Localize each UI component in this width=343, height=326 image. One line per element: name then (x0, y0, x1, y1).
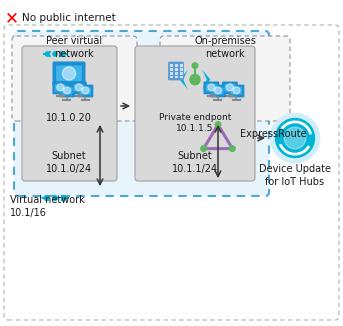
Text: No public internet: No public internet (22, 13, 116, 23)
Circle shape (61, 52, 65, 56)
Circle shape (44, 196, 49, 200)
FancyBboxPatch shape (59, 85, 75, 97)
FancyBboxPatch shape (12, 36, 137, 121)
Text: Virtual network
10.1/16: Virtual network 10.1/16 (10, 195, 85, 218)
FancyBboxPatch shape (22, 46, 117, 181)
FancyBboxPatch shape (224, 84, 235, 92)
Text: On-premises
network: On-premises network (194, 36, 256, 59)
FancyBboxPatch shape (169, 72, 173, 75)
Circle shape (201, 146, 206, 151)
FancyBboxPatch shape (52, 61, 85, 87)
Text: ✕: ✕ (5, 9, 19, 27)
Text: Subnet
10.1.0/24: Subnet 10.1.0/24 (46, 151, 92, 174)
Circle shape (192, 63, 198, 68)
FancyBboxPatch shape (210, 85, 226, 97)
Text: Peer virtual
network: Peer virtual network (46, 36, 102, 59)
FancyBboxPatch shape (175, 72, 178, 75)
FancyBboxPatch shape (61, 87, 72, 95)
Circle shape (270, 113, 320, 163)
Polygon shape (180, 70, 188, 89)
Circle shape (61, 196, 66, 200)
FancyBboxPatch shape (222, 82, 238, 94)
Text: Subnet
10.1.1/24: Subnet 10.1.1/24 (172, 151, 218, 174)
Circle shape (63, 87, 70, 94)
Circle shape (53, 52, 57, 56)
FancyBboxPatch shape (169, 76, 173, 79)
Circle shape (82, 87, 89, 94)
FancyBboxPatch shape (212, 87, 224, 95)
FancyBboxPatch shape (71, 82, 87, 94)
FancyBboxPatch shape (231, 87, 242, 95)
FancyBboxPatch shape (180, 72, 184, 75)
Polygon shape (202, 70, 210, 89)
FancyBboxPatch shape (180, 76, 184, 79)
Circle shape (226, 84, 233, 91)
FancyBboxPatch shape (80, 87, 91, 95)
Circle shape (284, 127, 306, 149)
Circle shape (275, 118, 315, 157)
FancyBboxPatch shape (180, 68, 184, 71)
FancyBboxPatch shape (78, 85, 93, 97)
Circle shape (53, 196, 57, 200)
Text: 10.1.0.20: 10.1.0.20 (46, 113, 92, 123)
FancyBboxPatch shape (135, 46, 255, 181)
FancyBboxPatch shape (160, 36, 290, 121)
Text: Private endpont
10.1.1.5: Private endpont 10.1.1.5 (159, 113, 231, 133)
FancyBboxPatch shape (169, 64, 173, 67)
Circle shape (214, 87, 222, 94)
FancyBboxPatch shape (206, 84, 217, 92)
Circle shape (57, 84, 64, 91)
Circle shape (215, 122, 221, 127)
FancyBboxPatch shape (175, 64, 178, 67)
Circle shape (229, 146, 235, 151)
FancyBboxPatch shape (175, 76, 178, 79)
Circle shape (45, 52, 49, 56)
Text: ExpressRoute: ExpressRoute (240, 129, 307, 139)
FancyBboxPatch shape (203, 82, 219, 94)
FancyBboxPatch shape (175, 68, 178, 71)
Circle shape (208, 84, 215, 91)
Circle shape (75, 84, 82, 91)
Circle shape (233, 87, 240, 94)
Text: Device Update
for IoT Hubs: Device Update for IoT Hubs (259, 164, 331, 187)
FancyBboxPatch shape (56, 66, 82, 81)
FancyBboxPatch shape (52, 82, 68, 94)
FancyBboxPatch shape (180, 64, 184, 67)
FancyBboxPatch shape (169, 68, 173, 71)
FancyBboxPatch shape (228, 85, 244, 97)
FancyBboxPatch shape (55, 84, 66, 92)
FancyBboxPatch shape (73, 84, 84, 92)
FancyBboxPatch shape (14, 31, 269, 196)
Circle shape (62, 67, 75, 80)
FancyBboxPatch shape (168, 62, 184, 80)
Circle shape (190, 75, 200, 85)
